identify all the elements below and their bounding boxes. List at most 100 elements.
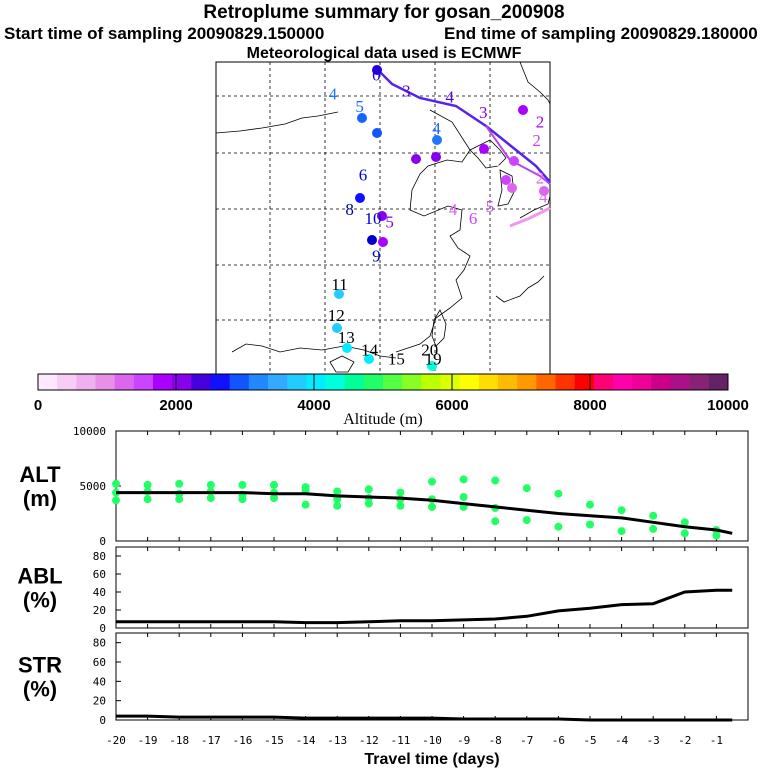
alt-point [396,501,405,510]
trajectory-dot [372,128,382,138]
alt-point [333,487,342,496]
coastline [395,109,471,353]
colorbar-swatch [287,374,307,390]
y-tick-label: 40 [93,586,106,599]
trajectory-dot [377,211,387,221]
colorbar-swatch [133,374,154,390]
trajectory-line [485,125,551,185]
trajectory-dot [372,65,382,75]
colorbar-swatch [651,374,671,390]
coastline [231,343,397,359]
colorbar-swatch [670,374,691,390]
border-line [215,111,339,134]
colorbar-swatch [57,374,77,390]
colorbar-swatch [172,374,192,390]
x-tick-label: -14 [296,734,316,747]
y-tick-label: 5000 [80,480,107,493]
x-tick-label: -15 [264,734,284,747]
x-tick-label: -10 [422,734,442,747]
y-tick-label: 0 [99,714,106,727]
trajectory-dot [518,105,528,115]
alt-point [459,475,468,484]
map-label: 6 [359,166,368,185]
alt-point [396,488,405,497]
trajectory-dot [411,154,421,164]
colorbar-tick-label: 10000 [707,397,749,414]
trajectory-dot [427,361,437,371]
colorbar-swatch [95,374,116,390]
map-label: 12 [328,306,345,325]
x-tick-label: -3 [647,734,660,747]
panel-frame [115,632,749,721]
y-tick-label: 20 [93,604,106,617]
x-tick-label: -4 [615,734,629,747]
colorbar-swatch [689,374,710,390]
panel-label: STR [18,653,62,678]
colorbar-swatch [114,374,135,390]
alt-point [428,477,436,486]
map-label: 5 [486,197,495,216]
y-tick-label: 10000 [73,425,106,438]
colorbar-swatch [210,374,231,390]
colorbar-swatch [76,374,96,390]
x-tick-label: -12 [359,734,379,747]
map-label: 2 [536,113,545,132]
map-label: 5 [385,212,394,231]
trajectory-dot [479,144,489,154]
panel-frame [115,546,749,629]
abl-line [116,588,733,625]
alt-point [522,484,531,493]
alt-median-line [116,491,733,535]
panel-label: ABL [17,564,62,589]
coastline [519,61,551,105]
map-label: 15 [388,350,405,369]
map-label: 13 [338,328,355,347]
map-label: 4 [539,187,548,206]
colorbar-swatch [153,374,173,390]
panel-unit-label: (%) [23,677,57,702]
coastline [495,275,545,303]
map-label: 4 [449,200,458,219]
map-label: 0 [372,66,381,85]
alt-point [522,516,531,525]
trajectory-dot [378,237,388,247]
alt-point [586,520,594,529]
colorbar-swatch [555,374,576,390]
colorbar-swatch [478,374,499,390]
y-tick-label: 80 [93,637,106,650]
alt-point [712,531,721,540]
colorbar-swatch [574,374,595,390]
alt-point [554,489,563,498]
colorbar-tick-label: 8000 [573,397,606,414]
alt-point [617,527,626,536]
y-tick-label: 40 [93,675,106,688]
map-label: 20 [421,340,438,359]
alt-point [586,500,594,509]
panel-unit-label: (%) [23,588,57,613]
x-tick-label: -17 [201,734,221,747]
alt-point [491,517,500,526]
map-label: 4 [446,88,455,107]
y-tick-label: 0 [99,535,106,548]
colorbar-tick-label: 4000 [297,397,330,414]
x-tick-label: -9 [457,734,470,747]
alt-point [428,502,436,511]
alt-point [112,496,120,505]
y-tick-label: 60 [93,568,106,581]
trajectory-dot [432,135,442,145]
y-tick-label: 60 [93,656,106,669]
alt-point [617,506,626,515]
y-tick-label: 0 [99,622,106,635]
colorbar-swatch [613,374,633,390]
colorbar-swatch [517,374,537,390]
coastline [519,195,551,219]
alt-point [364,499,373,508]
trajectory-dot [364,354,374,364]
colorbar-tick-label: 0 [34,397,42,414]
alt-point [680,529,689,538]
trajectory-dot [342,343,352,353]
trajectory-dot [507,183,517,193]
colorbar-swatch [632,374,652,390]
alt-point [554,522,563,531]
alt-point [112,479,120,488]
